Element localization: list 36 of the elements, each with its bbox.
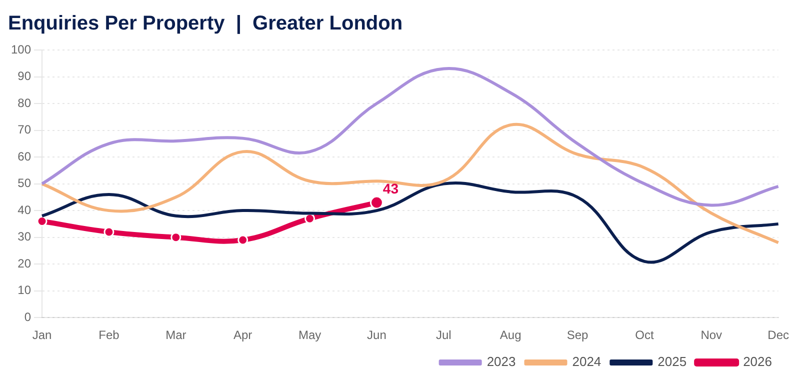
data-label: 43 xyxy=(382,180,399,196)
x-tick-label: Sep xyxy=(566,328,589,342)
x-tick-label: Jan xyxy=(32,328,52,342)
x-tick-label: Oct xyxy=(635,328,654,342)
y-tick-label: 0 xyxy=(24,310,32,324)
x-tick-label: Aug xyxy=(500,328,522,342)
x-tick-label: Jun xyxy=(367,328,386,342)
legend-label: 2026 xyxy=(743,354,772,370)
x-tick-label: Feb xyxy=(98,328,120,342)
y-tick-label: 30 xyxy=(18,230,32,244)
legend-label: 2023 xyxy=(486,354,516,370)
legend-label: 2024 xyxy=(572,354,602,370)
point xyxy=(170,232,182,243)
point xyxy=(36,216,48,227)
y-tick-label: 70 xyxy=(18,122,32,137)
x-tick-label: May xyxy=(298,328,322,342)
point xyxy=(304,213,316,224)
y-tick-label: 10 xyxy=(18,283,32,298)
legend-label: 2025 xyxy=(658,354,687,370)
y-tick-label: 80 xyxy=(18,96,32,110)
x-tick-label: Apr xyxy=(233,328,252,342)
x-tick-label: Dec xyxy=(768,328,789,342)
y-tick-label: 100 xyxy=(10,42,32,56)
y-tick-label: 50 xyxy=(18,176,32,190)
y-tick-label: 20 xyxy=(18,256,32,270)
y-tick-label: 60 xyxy=(18,149,32,164)
y-tick-label: 90 xyxy=(18,69,32,84)
x-tick-label: Nov xyxy=(700,328,722,342)
y-tick-label: 40 xyxy=(18,202,32,217)
point xyxy=(238,234,248,246)
line-series xyxy=(40,67,780,207)
chart-title: Enquiries Per Property | Greater London xyxy=(8,12,403,35)
point xyxy=(104,226,114,238)
x-tick-label: Jul xyxy=(436,328,452,342)
x-tick-label: Mar xyxy=(166,328,186,342)
line-series xyxy=(40,122,780,244)
